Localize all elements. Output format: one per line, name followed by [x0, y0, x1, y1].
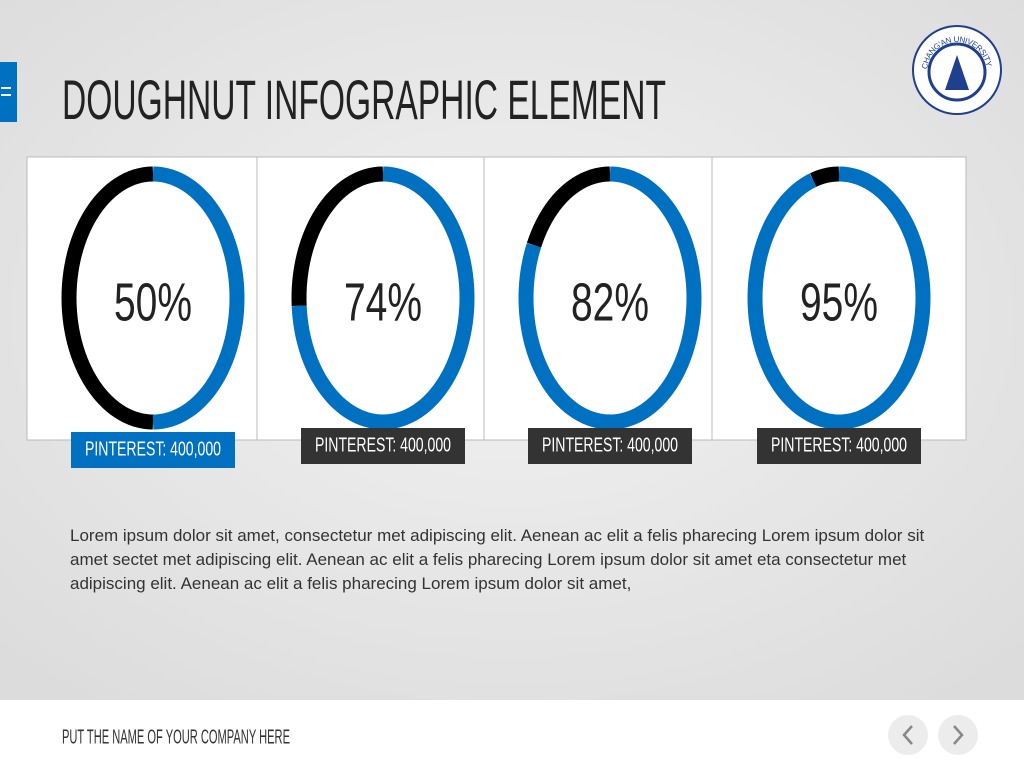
- next-button[interactable]: [938, 715, 978, 755]
- caption: PINTEREST: 400,000: [542, 434, 678, 456]
- value-label: 74%: [344, 272, 422, 332]
- remainder-arc: [291, 166, 384, 306]
- prev-icon: [902, 725, 913, 745]
- next-icon: [953, 725, 964, 745]
- caption-box: [71, 432, 235, 468]
- side-tab[interactable]: [0, 62, 17, 122]
- slide-title: DOUGHNUT INFOGRAPHIC ELEMENT: [62, 68, 666, 131]
- paragraph-box: Lorem ipsum dolor sit amet, consectetur …: [70, 526, 925, 593]
- cards: 50% PINTEREST: 400,000 74% PINTEREST: 400,0…: [26, 156, 967, 468]
- caption: PINTEREST: 400,000: [771, 434, 907, 456]
- remainder-arc: [526, 166, 611, 248]
- value-arc: [152, 166, 245, 430]
- value-arc: [518, 166, 702, 430]
- logo: CHANG'AN UNIVERSITY: [912, 25, 1002, 115]
- value-arc: [291, 166, 475, 430]
- caption: PINTEREST: 400,000: [315, 434, 451, 456]
- paragraph: Lorem ipsum dolor sit amet, consectetur …: [70, 526, 925, 593]
- caption-box: [528, 428, 692, 464]
- value-label: 95%: [800, 272, 878, 332]
- prev-button[interactable]: [888, 715, 928, 755]
- footer-bar: [0, 700, 1024, 768]
- value-label: 50%: [114, 272, 192, 332]
- logo-emblem: [945, 55, 969, 90]
- remainder-arc: [810, 166, 840, 187]
- caption-box: [757, 428, 921, 464]
- value-label: 82%: [571, 272, 649, 332]
- value-arc: [747, 166, 931, 430]
- caption: PINTEREST: 400,000: [85, 438, 221, 460]
- caption-box: [301, 428, 465, 464]
- remainder-arc: [61, 166, 154, 430]
- footer-text: PUT THE NAME OF YOUR COMPANY HERE: [62, 726, 290, 748]
